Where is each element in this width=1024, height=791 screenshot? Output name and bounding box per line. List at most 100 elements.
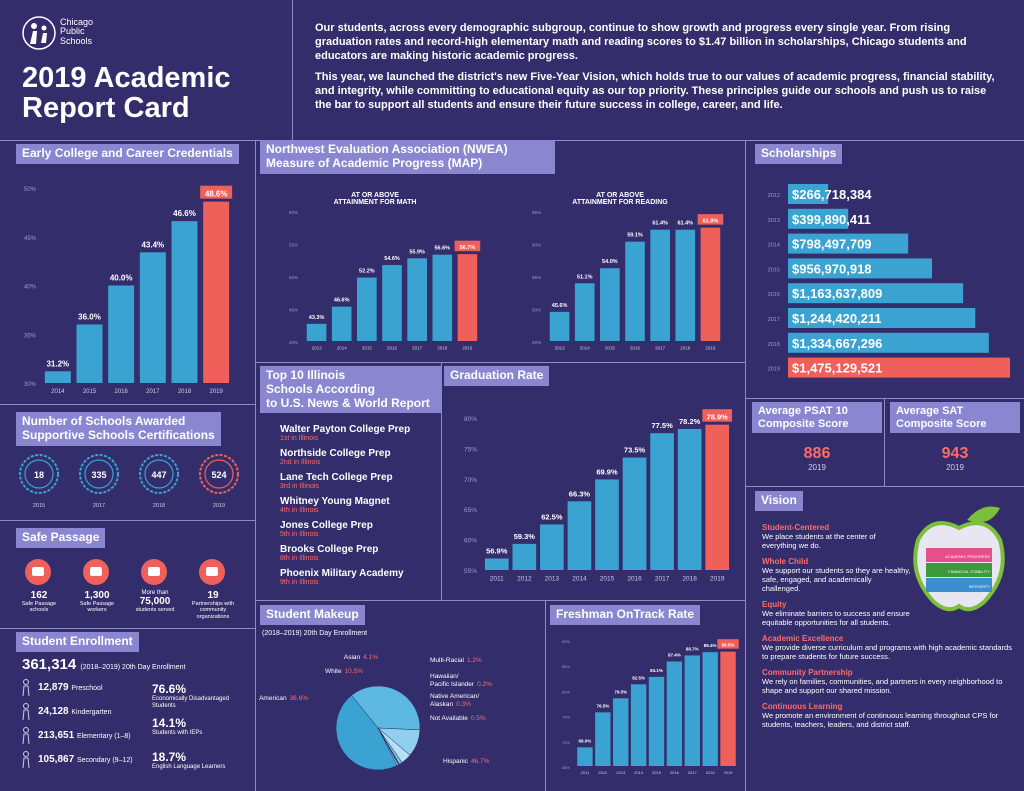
year-label: 2015: [768, 267, 780, 273]
y-tick-label: 45%: [532, 340, 541, 345]
x-tick-label: 2016: [627, 576, 642, 583]
bar: [702, 652, 718, 766]
y-tick-label: 40%: [24, 285, 37, 291]
bar: [675, 229, 696, 341]
badge-icon: 524 2019: [199, 454, 239, 509]
vision-text: We place students at the center of every…: [762, 532, 876, 550]
data-label: 87.4%: [668, 652, 681, 657]
safe-value: 1,300: [84, 590, 110, 601]
pie-value: 1.2%: [467, 657, 482, 664]
bar: [684, 655, 700, 766]
graduation-header: Graduation Rate: [444, 366, 550, 386]
icon-body: [22, 733, 30, 745]
badge-ring: [199, 454, 239, 494]
x-tick-label: 2017: [688, 770, 698, 775]
page-title: 2019 Academic Report Card: [22, 63, 231, 124]
safe-label: Partnerships with community organization…: [191, 601, 235, 620]
y-tick-label: 55%: [464, 568, 477, 575]
scholarships-header: Scholarships: [755, 144, 843, 164]
reading-chart: 65% 60% 55% 50% 45% 45.6% 2013 51.1% 2014 54.0% 20…: [532, 210, 724, 351]
enrollment-grade-row: 24,128 Kindergarten: [38, 706, 111, 717]
bar: [108, 285, 135, 383]
icon-body: [22, 709, 30, 721]
safe-label: students served: [135, 607, 175, 613]
safe-label: Safe Passage schools: [21, 601, 57, 614]
highlight-label-bg: [200, 185, 233, 199]
bar: [331, 306, 352, 341]
pie-label: White 10.5%: [325, 668, 363, 675]
badge-inner-ring: [144, 459, 174, 489]
badge-value: 18: [34, 470, 44, 480]
top10-header: Top 10 Illinois Schools According to U.S…: [260, 366, 442, 414]
nwea-header: Northwest Evaluation Association (NWEA) …: [260, 140, 555, 174]
school-rank: 9th in Illinois: [280, 579, 319, 586]
bar: [407, 258, 427, 341]
supportive-header: Number of Schools Awarded Supportive Sch…: [16, 412, 221, 446]
sat-title-line: Composite Score: [896, 417, 987, 430]
bar: [567, 501, 592, 570]
data-label: 51.1%: [577, 274, 593, 280]
safe-value: 162: [30, 590, 48, 601]
logo-line: Schools: [60, 35, 93, 46]
apple-icon: ACADEMIC PROGRESS FINANCIAL STABILITY IN…: [913, 506, 1005, 612]
stat-label: Students with IEPs: [152, 730, 203, 736]
bar: [139, 252, 166, 383]
bar: [595, 479, 619, 570]
bar: [171, 221, 198, 383]
y-tick-label: 60%: [289, 210, 298, 215]
freshman-chart: 90% 85% 80% 75% 70% 65% 69.0% 2011 76.5% 2012 79.5…: [562, 639, 739, 775]
enrollment-total-value: 361,314: [22, 656, 77, 673]
logo: Chicago Public Schools: [22, 14, 132, 54]
bar: [457, 254, 478, 341]
highlight-label-bg: [702, 409, 733, 422]
y-tick-label: 70%: [464, 477, 477, 484]
data-label: 76.5%: [596, 703, 609, 708]
data-label: 59.3%: [514, 532, 536, 541]
x-tick-label: 2016: [114, 389, 128, 395]
stat-label: Economically Disadvantaged Students: [152, 696, 230, 709]
data-label: $1,244,420,211: [792, 311, 882, 326]
school-name: Jones College Prep: [280, 520, 373, 531]
data-label: 89.4%: [704, 643, 717, 648]
pie-slice: [335, 695, 398, 771]
apple-label: INTEGRITY: [969, 584, 991, 589]
data-label: 77.5%: [651, 421, 673, 430]
bar: [720, 651, 736, 766]
psat-value: 886: [803, 445, 831, 463]
y-tick-label: 55%: [289, 243, 298, 248]
grade-label: Kindergarten: [71, 709, 112, 716]
y-tick-label: 50%: [24, 187, 37, 193]
data-label: $798,497,709: [792, 237, 872, 252]
badge-year: 2018: [153, 503, 165, 509]
x-tick-label: 2017: [655, 346, 666, 351]
y-tick-label: 40%: [289, 340, 298, 345]
data-label: 79.5%: [614, 689, 627, 694]
data-label: 78.9%: [707, 413, 729, 422]
x-tick-label: 2014: [51, 389, 65, 395]
bar: [484, 558, 509, 570]
school-name: Lane Tech College Prep: [280, 472, 393, 483]
cps-logo-icon: [22, 16, 56, 50]
psat-box: Average PSAT 10 Composite Score 886 2019: [752, 402, 882, 472]
school-name: Whitney Young Magnet: [280, 496, 390, 507]
icon-glyph: [32, 567, 44, 576]
highlight-label-bg: [454, 240, 481, 252]
grade-value: 105,867: [38, 754, 75, 765]
highlight-label-bg: [697, 214, 724, 225]
pie-label: Hawaiian/: [430, 673, 459, 680]
bar: [700, 227, 721, 341]
x-tick-label: 2017: [146, 389, 160, 395]
vision-text: We support our students so they are heal…: [762, 566, 911, 593]
math-chart: 60% 55% 50% 45% 40% 43.3% 2013 46.6% 2014 52.2% 20…: [289, 210, 481, 351]
data-label: 66.3%: [569, 489, 591, 498]
bar: [600, 268, 620, 341]
icon-glyph: [206, 567, 218, 576]
bus-icon: [25, 559, 51, 585]
school-rank: 5th in Illinois: [280, 531, 319, 538]
data-label: 46.6%: [334, 298, 350, 304]
logo-line: Public: [60, 26, 85, 37]
data-label: 46.6%: [173, 209, 196, 218]
icon-head: [23, 703, 29, 709]
data-label: 48.6%: [205, 190, 228, 199]
data-label: 61.4%: [652, 221, 668, 227]
